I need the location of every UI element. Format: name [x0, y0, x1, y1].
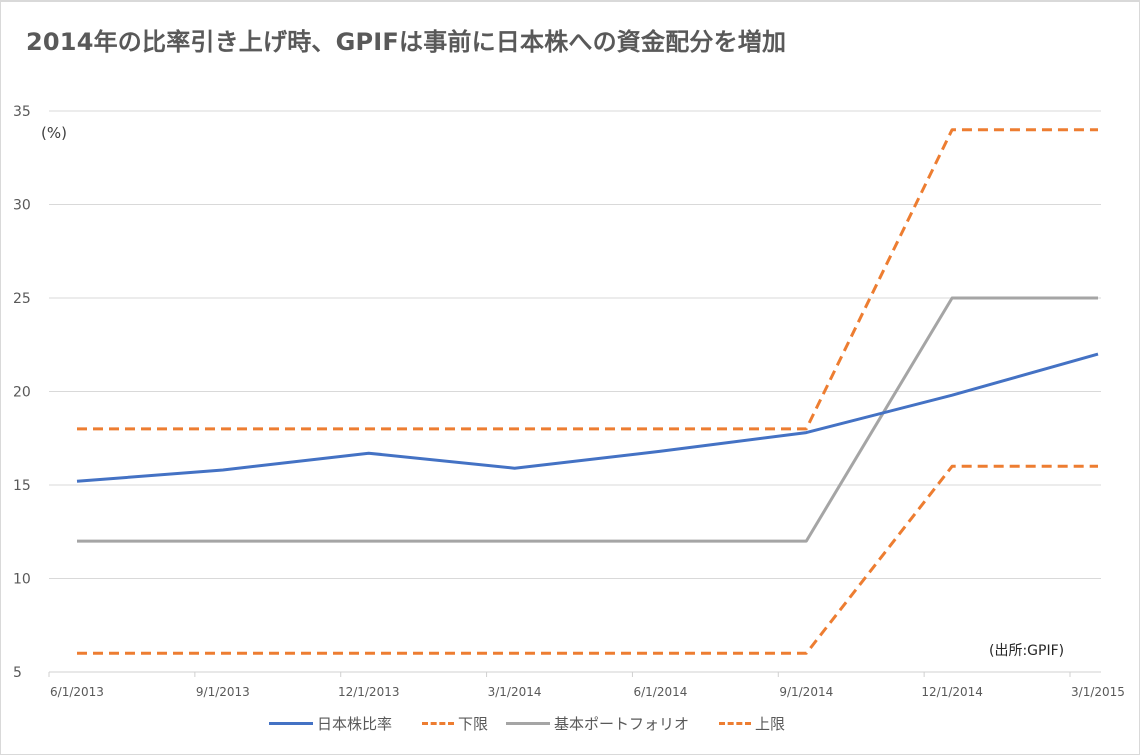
legend-item-base-portfolio: 基本ポートフォリオ — [506, 713, 689, 734]
y-tick-label: 25 — [13, 291, 31, 307]
y-tick-label: 15 — [13, 478, 31, 494]
y-tick-label: 10 — [13, 572, 31, 588]
legend-label: 上限 — [755, 715, 786, 733]
legend-item-japan-equity: 日本株比率 — [269, 713, 392, 734]
x-tick-label: 6/1/2013 — [50, 685, 104, 699]
y-tick-label: 20 — [13, 385, 31, 401]
legend-label: 基本ポートフォリオ — [554, 715, 690, 733]
legend: 日本株比率 下限 基本ポートフォリオ 上限 — [269, 713, 785, 734]
y-tick-label: 5 — [13, 665, 22, 681]
x-tick-label: 3/1/2014 — [488, 685, 542, 699]
y-tick-label: 30 — [13, 198, 31, 214]
y-tick-label: 35 — [13, 104, 31, 120]
x-tick-label: 12/1/2014 — [921, 685, 983, 699]
x-tick-label: 9/1/2013 — [196, 685, 250, 699]
legend-item-lower-limit: 下限 — [410, 713, 488, 734]
series-line-base-portfolio — [77, 296, 1098, 543]
x-tick-label: 12/1/2013 — [338, 685, 400, 699]
legend-swatch-solid-gray-icon — [506, 722, 551, 725]
legend-item-upper-limit: 上限 — [707, 713, 785, 734]
series-line-japan-equity-ratio — [76, 352, 1099, 483]
x-tick-label: 9/1/2014 — [779, 685, 833, 699]
chart-title: 2014年の比率引き上げ時、GPIFは事前に日本株への資金配分を増加 — [26, 28, 787, 56]
legend-swatch-solid-blue-icon — [269, 722, 313, 725]
x-tick-label: 3/1/2015 — [1071, 685, 1125, 699]
legend-swatch-dashed-orange-icon — [422, 722, 455, 725]
legend-label: 下限 — [458, 715, 489, 733]
source-note: (出所:GPIF) — [989, 643, 1065, 659]
series-line-lower-limit — [77, 464, 1098, 655]
series-line-upper-limit — [77, 128, 1098, 431]
x-tick-label: 6/1/2014 — [633, 685, 687, 699]
y-axis-unit-label: (%) — [41, 124, 67, 142]
legend-swatch-dashed-orange-icon — [719, 722, 752, 725]
legend-label: 日本株比率 — [317, 715, 393, 733]
